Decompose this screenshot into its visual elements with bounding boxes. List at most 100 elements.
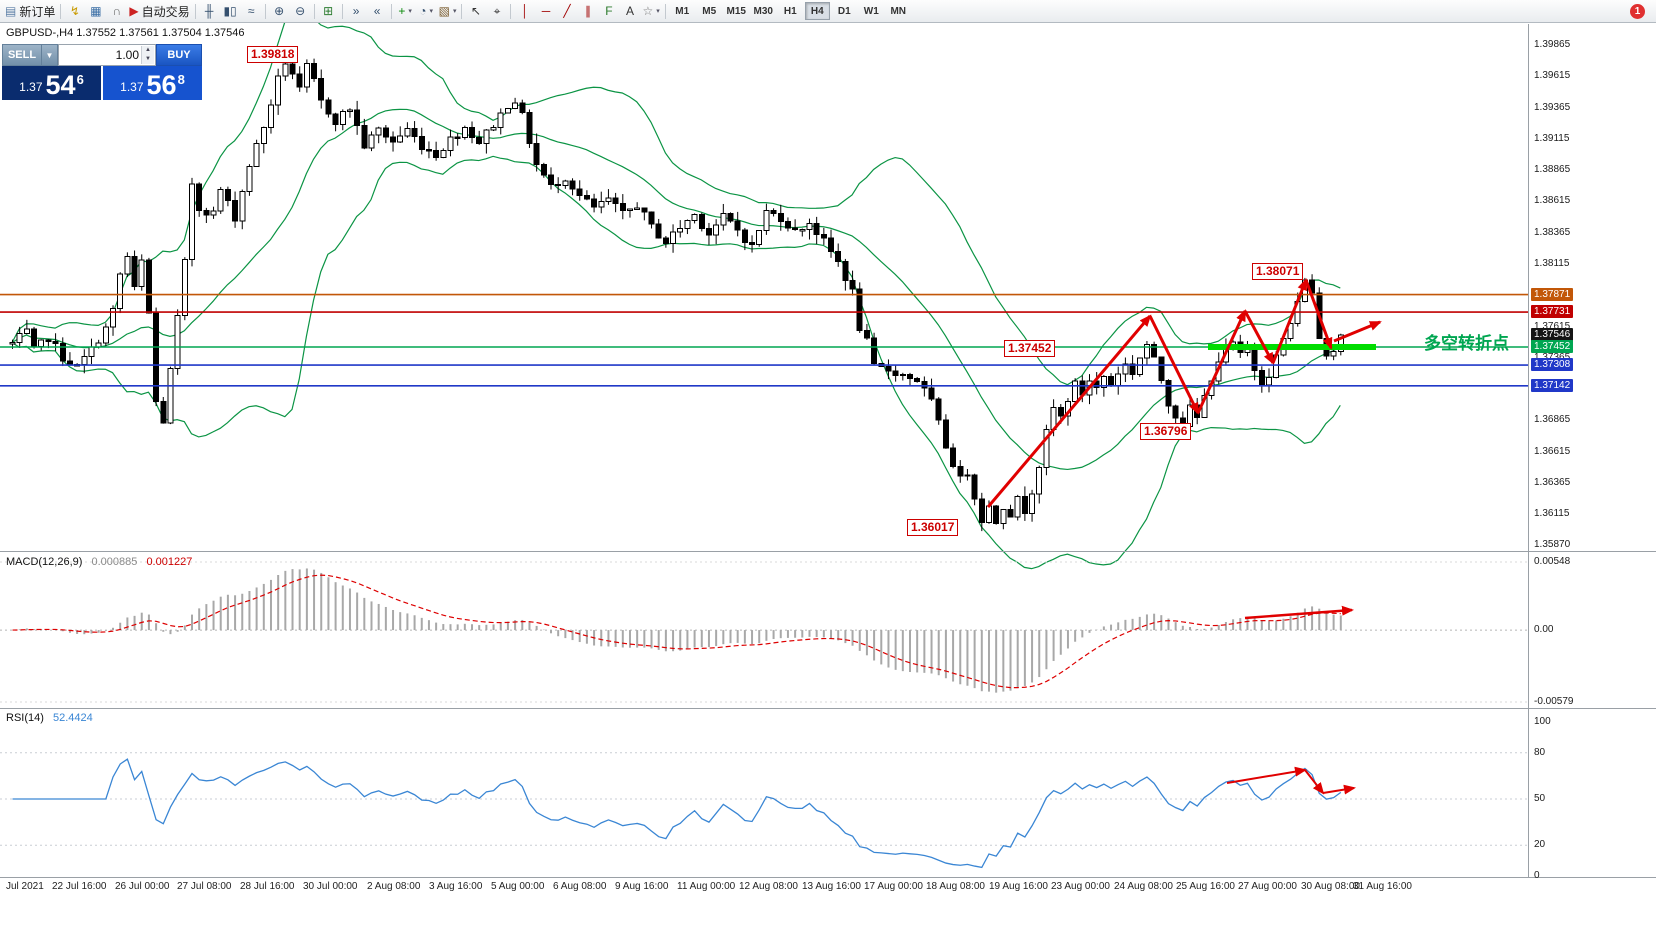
bar-chart-button[interactable]: ╫ <box>199 2 220 21</box>
vertical-line-button[interactable]: │ <box>514 2 535 21</box>
chart-shift-button[interactable]: « <box>367 2 388 21</box>
auto-scroll-icon: » <box>352 4 360 18</box>
time-axis-label: 9 Aug 16:00 <box>615 881 669 892</box>
time-axis-label: 24 Aug 08:00 <box>1114 881 1173 892</box>
time-axis-label: 17 Aug 00:00 <box>864 881 923 892</box>
rsi-axis-tick: 80 <box>1534 746 1546 758</box>
chart-symbol-ohlc: GBPUSD-,H4 1.37552 1.37561 1.37504 1.375… <box>6 27 245 39</box>
horizontal-line-icon: ─ <box>541 4 551 18</box>
price-axis-tick: 1.38115 <box>1534 258 1570 270</box>
new-order-icon: ▤ <box>5 4 17 18</box>
autotrading-button[interactable]: ▶ 自动交易 <box>127 2 191 21</box>
crosshair-icon: ⌖ <box>493 4 501 18</box>
new-order-button[interactable]: ▤ 新订单 <box>3 2 57 21</box>
toolbar-group: » « <box>346 0 388 22</box>
text-button[interactable]: A <box>619 2 640 21</box>
toolbar-group: ↯ ▦ ∩ ▶ 自动交易 <box>64 0 191 22</box>
timeframe-button-h4[interactable]: H4 <box>804 2 830 20</box>
tile-windows-button[interactable]: ⊞ <box>318 2 339 21</box>
toolbar-group: ↖ ⌖ <box>465 0 507 22</box>
price-axis-line-label: 1.37452 <box>1531 340 1574 353</box>
trendline-button[interactable]: ╱ <box>556 2 577 21</box>
charts-button[interactable]: ↯ <box>64 2 85 21</box>
cursor-button[interactable]: ↖ <box>465 2 486 21</box>
market-watch-button[interactable]: ▦ <box>85 2 106 21</box>
timeframe-button-m5[interactable]: M5 <box>702 5 717 17</box>
time-axis-label: 11 Aug 00:00 <box>677 881 736 892</box>
caret-down-icon: ▾ <box>656 8 660 15</box>
timeframe-button-d1[interactable]: D1 <box>837 5 851 17</box>
zoom-out-button[interactable]: ⊖ <box>290 2 311 21</box>
spin-up-icon[interactable]: ▲ <box>142 46 154 55</box>
shapes-button[interactable]: ☆ ▾ <box>640 2 661 21</box>
timeframe-button-w1[interactable]: W1 <box>863 5 879 17</box>
cursor-icon: ↖ <box>470 4 481 18</box>
candlestick-icon: ▮▯ <box>223 4 237 18</box>
time-axis-label: 13 Aug 16:00 <box>802 881 861 892</box>
price-axis-tick: 1.36865 <box>1534 414 1571 426</box>
timeframe-button-m1[interactable]: M1 <box>675 5 690 17</box>
time-axis-label: 30 Aug 08:00 <box>1301 881 1360 892</box>
price-callout: 1.38071 <box>1252 263 1304 280</box>
time-axis-label: 22 Jul 16:00 <box>52 881 107 892</box>
sell-button[interactable]: SELL <box>2 44 42 66</box>
toolbar-separator <box>60 3 62 19</box>
sell-price[interactable]: 1.37 54 6 <box>2 66 101 100</box>
candlestick-chart-button[interactable]: ▮▯ <box>220 2 241 21</box>
timeframe-button-mn[interactable]: MN <box>890 5 907 17</box>
auto-scroll-button[interactable]: » <box>346 2 367 21</box>
templates-button[interactable]: ▧ ▾ <box>437 2 459 21</box>
fibonacci-button[interactable]: F <box>598 2 619 21</box>
sell-price-big: 54 <box>45 70 76 100</box>
rsi-axis-tick: 20 <box>1534 839 1546 851</box>
time-axis-label: Jul 2021 <box>6 881 44 892</box>
line-chart-button[interactable]: ≈ <box>241 2 262 21</box>
one-click-trading-panel: SELL ▼ 1.00 ▲ ▼ BUY 1.37 54 6 1.37 56 <box>2 44 202 100</box>
horizontal-line-button[interactable]: ─ <box>535 2 556 21</box>
notification-badge[interactable]: 1 <box>1630 3 1645 19</box>
autotrading-button-label: 自动交易 <box>141 4 190 19</box>
fibonacci-icon: F <box>605 4 613 18</box>
periods-button[interactable]: ◔ ▾ <box>416 2 437 21</box>
trendline-icon: ╱ <box>563 4 571 18</box>
channel-button[interactable]: ∥ <box>577 2 598 21</box>
price-axis-tick: 1.39615 <box>1534 70 1571 82</box>
macd-value-signal: 0.001227 <box>146 556 193 568</box>
time-axis-label: 30 Jul 00:00 <box>303 881 358 892</box>
zoom-in-button[interactable]: ⊕ <box>269 2 290 21</box>
sell-price-prefix: 1.37 <box>19 80 43 94</box>
time-axis-label: 19 Aug 16:00 <box>989 881 1048 892</box>
timeframe-button-m30[interactable]: M30 <box>753 5 773 17</box>
volume-value: 1.00 <box>115 48 139 62</box>
indicators-button[interactable]: + ▾ <box>395 2 416 21</box>
volume-dropdown[interactable]: ▼ <box>42 44 58 66</box>
timeframe-button-h1[interactable]: H1 <box>783 5 797 17</box>
rsi-indicator-label: RSI(14) 52.4424 <box>6 712 93 724</box>
toolbar-group: M1 M5 M15 M30 H1 H4 D1 W1 MN <box>669 0 912 22</box>
caret-down-icon: ▼ <box>45 50 54 60</box>
volume-stepper[interactable]: ▲ ▼ <box>141 46 154 64</box>
toolbar: ▤ 新订单 ↯ ▦ ∩ ▶ 自动交易 ╫ ▮▯ ≈ ⊕ ⊖ ⊞» «+ ▾ ◔ ▾ ▧ ▾ ↖ ⌖ │ ─ ╱ ∥ F A ☆ ▾ M1 M… <box>0 0 1656 23</box>
price-callout: 1.37452 <box>1004 340 1056 357</box>
toolbar-group: ▤ 新订单 <box>3 0 57 22</box>
price-axis-tick: 1.36365 <box>1534 477 1571 489</box>
spin-down-icon[interactable]: ▼ <box>142 55 154 64</box>
time-axis-label: 28 Jul 16:00 <box>240 881 295 892</box>
crosshair-button[interactable]: ⌖ <box>486 2 507 21</box>
buy-button[interactable]: BUY <box>156 44 202 66</box>
buy-price[interactable]: 1.37 56 8 <box>103 66 202 100</box>
price-axis-tick: 1.38865 <box>1534 164 1571 176</box>
price-axis-tick: 1.36115 <box>1534 508 1570 520</box>
clock-icon: ◔ <box>419 4 427 18</box>
support-button[interactable]: ∩ <box>106 2 127 21</box>
buy-price-pip: 8 <box>177 72 185 87</box>
volume-input[interactable]: 1.00 ▲ ▼ <box>58 44 156 66</box>
timeframe-button-m15[interactable]: M15 <box>726 5 746 17</box>
toolbar-separator <box>390 3 392 19</box>
price-axis-tick: 1.38365 <box>1534 226 1571 238</box>
time-axis-label: 2 Aug 08:00 <box>367 881 421 892</box>
caret-down-icon: ▾ <box>452 8 457 15</box>
time-axis-label: 12 Aug 08:00 <box>739 881 798 892</box>
